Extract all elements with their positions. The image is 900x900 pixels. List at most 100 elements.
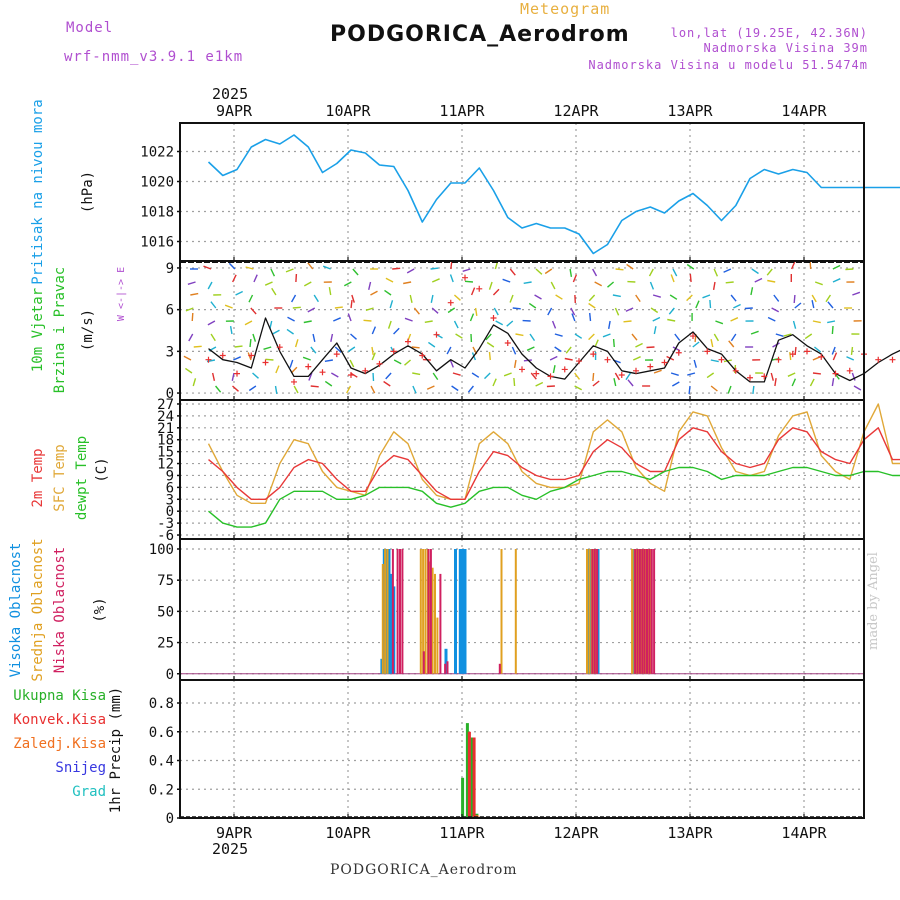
wind-barb [702, 294, 711, 299]
wind-gust-mark [618, 371, 625, 378]
wind-barb [614, 372, 621, 381]
lonlat-info: lon,lat (19.25E, 42.36N) [670, 26, 868, 40]
wind-barb [592, 380, 600, 387]
wind-barb [569, 268, 573, 278]
wind-barb [771, 307, 780, 313]
y-tick-label: 50 [157, 604, 174, 620]
wind-barb [608, 320, 611, 330]
cloud-bar [514, 549, 517, 674]
model-name: wrf-nmm_v3.9.1 e1km [64, 49, 244, 65]
wind-barb [615, 268, 624, 271]
cloud-bar [431, 567, 434, 674]
precip-bar [467, 731, 471, 819]
wind-barb [813, 346, 822, 353]
wind-barb [406, 268, 415, 274]
cloud-bar [500, 549, 503, 674]
wind-barb [347, 346, 356, 353]
wind-barb [404, 359, 412, 366]
wind-barb [723, 268, 732, 273]
wind-barb [211, 372, 216, 381]
low-cloud-axis-title: Niska Oblacnost [52, 547, 68, 673]
wind-barb [832, 352, 838, 361]
wind-barb [530, 372, 537, 380]
wind-barb [286, 328, 294, 335]
wind-barb [674, 333, 681, 341]
wind-barb [670, 372, 679, 376]
wind-barb [649, 281, 655, 290]
wind-barb [750, 287, 754, 296]
wind-barb [187, 281, 196, 285]
wind-barb [511, 346, 517, 355]
wind-barb [767, 279, 776, 283]
x-tick-label-top: 12APR [553, 102, 599, 120]
wind-barb [264, 281, 273, 286]
wind-barb [633, 356, 641, 361]
wind-barb [234, 345, 243, 348]
wind-barb [653, 369, 662, 374]
wind-barb [710, 339, 714, 348]
wind-barb [492, 288, 500, 296]
wind-barb [766, 268, 773, 276]
wind-gust-mark [561, 366, 568, 373]
wind-gust-mark [276, 344, 283, 351]
wind-gust-mark [533, 370, 540, 377]
x-tick-label-bottom: 11APR [439, 824, 485, 842]
cloud-bar [427, 549, 430, 674]
wind-barb [574, 385, 583, 391]
wind-barb [653, 326, 657, 335]
wind-barb [648, 268, 654, 277]
wind-barb [526, 346, 535, 351]
wind-barb [515, 333, 524, 337]
wind-barb [687, 372, 696, 376]
wind-barb [809, 260, 812, 270]
wind-barb [712, 281, 716, 291]
wind-barb [574, 333, 583, 339]
cloud-bar [399, 549, 401, 674]
y-tick-label: 0.8 [149, 696, 174, 712]
wind-barb [554, 333, 563, 337]
wind-barb [512, 307, 521, 310]
cloud-bar [396, 549, 399, 674]
y-tick-label: 1016 [140, 235, 174, 251]
wind-barb [650, 307, 659, 314]
wind-barb [285, 268, 294, 273]
wind-barb [185, 307, 194, 312]
wind-gust-mark [718, 356, 725, 363]
temp-unit: (C) [94, 457, 110, 482]
wind-barb [215, 385, 222, 393]
wind-barb [365, 307, 374, 311]
wind-barb [371, 352, 376, 361]
wind-barb [523, 281, 532, 284]
wind-barb [210, 301, 217, 309]
wind-barb [790, 261, 796, 270]
wind-gust-mark [376, 360, 383, 367]
wind-barb [275, 365, 280, 374]
wind-barb [248, 385, 257, 392]
wind-barb [774, 377, 777, 387]
cloud-bar [419, 549, 422, 674]
wind-barb [265, 358, 274, 361]
wind-barb [334, 306, 343, 309]
wind-barb [671, 381, 680, 387]
wind-barb [547, 307, 553, 316]
wind-barb [594, 339, 599, 348]
wind-barb [652, 316, 661, 322]
y-tick-label: 27 [157, 397, 174, 413]
wind-barb [744, 307, 753, 310]
wind-barb [235, 290, 244, 296]
wind-barb [467, 385, 474, 393]
x-tick-label-top: 14APR [781, 102, 827, 120]
wind-barb [809, 378, 815, 387]
wind-barb [564, 357, 573, 361]
wind-barb [431, 278, 440, 283]
precip-bar [465, 723, 469, 818]
cloud-bar [401, 549, 404, 674]
cloud-bar [439, 573, 442, 674]
wind-barb [588, 302, 596, 309]
wind-barb [310, 346, 317, 354]
wind-barb [192, 378, 197, 387]
wind-barb [350, 333, 357, 340]
precip-legend-label: Snijeg [55, 760, 106, 776]
wind-barb [272, 329, 280, 335]
